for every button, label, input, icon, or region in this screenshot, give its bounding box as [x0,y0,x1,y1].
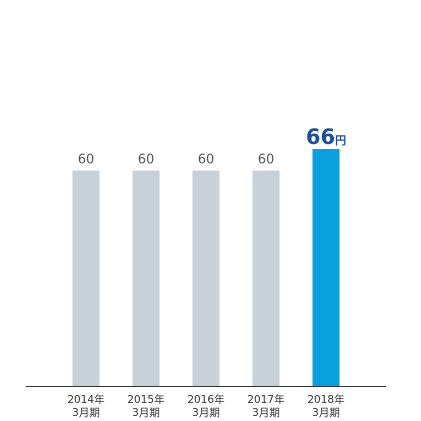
category-label-1-line-1: 3月期 [132,407,160,419]
category-label-2-line-0: 2016年 [187,393,224,406]
category-label-0-line-0: 2014年 [67,393,104,406]
bar-2 [192,170,220,386]
category-label-2-line-1: 3月期 [192,407,220,419]
value-label-0: 60 [78,153,95,168]
value-label-3: 60 [258,153,275,168]
category-label-1-line-0: 2015年 [127,393,164,406]
bar-0 [72,170,100,386]
category-label-3-line-0: 2017年 [247,393,284,406]
category-label-0-line-1: 3月期 [72,407,100,419]
value-label-4: 66円 [306,125,346,149]
bar-4 [312,149,340,386]
value-label-1: 60 [138,153,155,168]
category-label-4-line-1: 3月期 [312,407,340,419]
bar-3 [252,170,280,386]
value-label-2: 60 [198,153,215,168]
category-label-4-line-0: 2018年 [307,393,344,406]
value-labels-group: 60 60 60 60 66円 [78,125,346,168]
bars-group [72,149,340,386]
bar-1 [132,170,160,386]
category-label-3-line-1: 3月期 [252,407,280,419]
